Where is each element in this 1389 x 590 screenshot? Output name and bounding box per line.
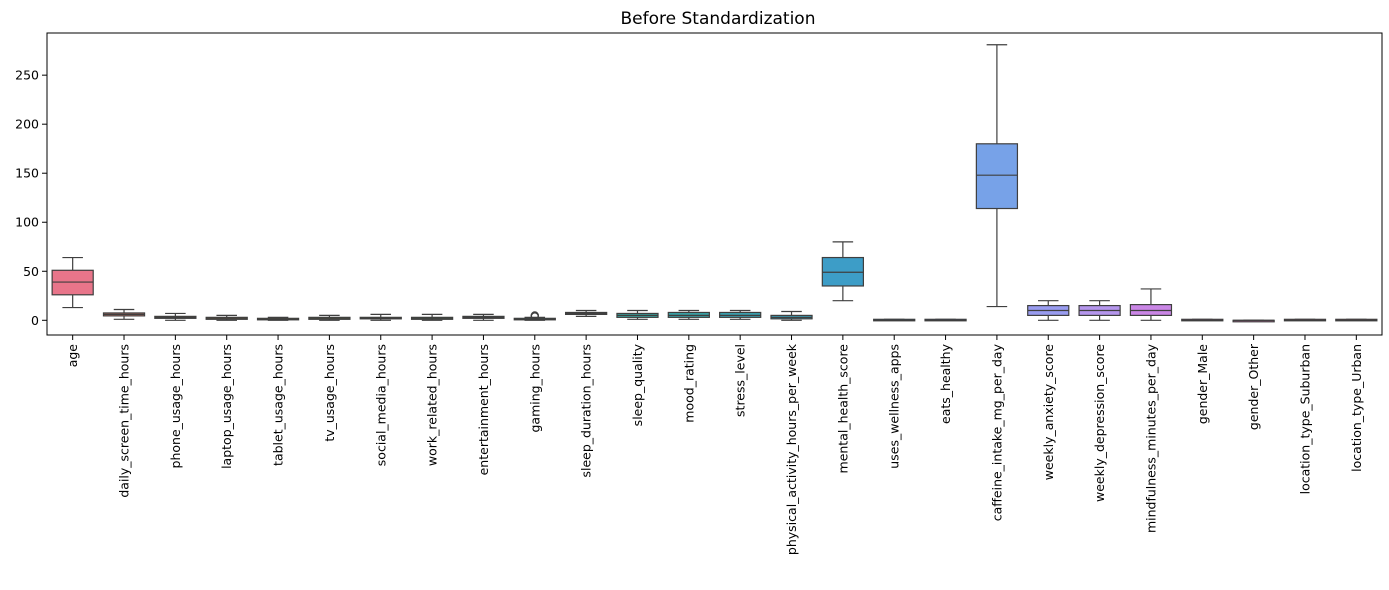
plot-frame (46, 32, 1383, 336)
x-tick-label: tablet_usage_hours (271, 344, 286, 466)
x-tick-label: weekly_anxiety_score (1041, 344, 1056, 481)
x-tick-label: mindfulness_minutes_per_day (1143, 343, 1158, 533)
y-tick-label: 0 (31, 313, 39, 328)
x-tick-label: laptop_usage_hours (219, 344, 234, 469)
x-tick-label: mental_health_score (835, 344, 850, 474)
x-tick-label: gaming_hours (527, 344, 542, 433)
y-tick-label: 100 (15, 215, 39, 230)
x-tick-label: stress_level (733, 344, 748, 417)
y-tick-label: 50 (23, 264, 39, 279)
x-tick-label: eats_healthy (938, 343, 953, 424)
chart-title: Before Standardization (621, 9, 816, 29)
x-tick-label: sleep_quality (630, 343, 645, 426)
x-tick-label: entertainment_hours (476, 344, 491, 475)
x-tick-label: location_type_Urban (1349, 344, 1364, 472)
y-tick-label: 200 (15, 117, 39, 132)
outlier-point (530, 311, 539, 320)
x-tick-label: mood_rating (681, 344, 696, 423)
x-tick-label: tv_usage_hours (322, 344, 337, 442)
x-tick-label: location_type_Suburban (1297, 344, 1312, 494)
x-tick-label: phone_usage_hours (168, 344, 183, 468)
x-tick-label: weekly_depression_score (1092, 344, 1107, 502)
y-tick-label: 150 (15, 166, 39, 181)
x-tick-label: work_related_hours (425, 344, 440, 466)
x-tick-label: gender_Male (1195, 344, 1210, 424)
x-tick-label: gender_Other (1246, 343, 1261, 430)
x-tick-label: uses_wellness_apps (887, 344, 902, 469)
x-tick-label: sleep_duration_hours (579, 344, 594, 478)
x-tick-label: caffeine_intake_mg_per_day (989, 343, 1004, 521)
x-tick-label: age (65, 344, 80, 368)
y-tick-label: 250 (15, 68, 39, 83)
x-tick-label: social_media_hours (373, 344, 388, 466)
x-tick-label: physical_activity_hours_per_week (784, 343, 799, 555)
box-caffeine_intake_mg_per_day (975, 143, 1019, 210)
x-tick-label: daily_screen_time_hours (117, 344, 132, 498)
plot-area: 0 50 100 150 200 250 age daily_screen_time_hour… (15, 44, 1378, 555)
